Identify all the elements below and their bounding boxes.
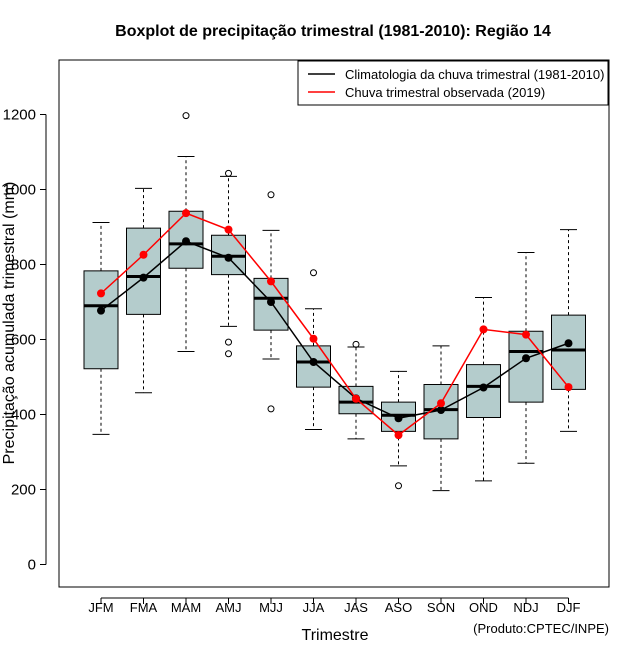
- y-tick-label: 600: [11, 332, 36, 349]
- series-point-0-JFM: [97, 306, 105, 315]
- legend: Climatologia da chuva trimestral (1981-2…: [297, 60, 609, 106]
- series-lines: [97, 209, 573, 440]
- x-tick-label: NDJ: [513, 600, 538, 615]
- series-point-0-ASO: [394, 414, 403, 423]
- series-point-0-JJA: [309, 358, 318, 366]
- x-tick-label: OND: [469, 600, 498, 615]
- series-point-0-OND: [479, 383, 488, 392]
- box-DJF: [551, 229, 586, 432]
- y-tick-label: 0: [28, 557, 36, 574]
- legend-label-observada: Chuva trimestral observada (2019): [345, 85, 545, 100]
- x-tick-label: ASO: [385, 600, 412, 615]
- outlier-point: [225, 350, 232, 358]
- x-tick-label: DJF: [557, 600, 581, 615]
- x-tick-label: JJA: [303, 600, 325, 615]
- y-tick-label: 400: [11, 407, 36, 424]
- series-point-0-DJF: [564, 339, 573, 348]
- outlier-point: [395, 482, 402, 490]
- x-tick-label: JAS: [344, 600, 368, 615]
- box-SON: [423, 345, 459, 492]
- x-tick-label: MAM: [171, 600, 201, 615]
- box-iqr: [83, 270, 119, 370]
- x-tick-label: MJJ: [259, 600, 283, 615]
- legend-box: [297, 60, 609, 106]
- series-point-1-SON: [437, 399, 445, 408]
- box-JJA: [296, 269, 331, 430]
- series-point-0-MJJ: [267, 298, 275, 306]
- outlier-point: [352, 340, 360, 348]
- series-point-1-JJA: [309, 334, 318, 343]
- box-iqr: [126, 227, 161, 315]
- y-axis: 0 200 400 600 800 1000 1200: [3, 107, 47, 574]
- box-iqr: [296, 345, 331, 388]
- y-axis-label: Precipitação acumulada trimestral (mm): [1, 182, 18, 465]
- series-point-1-ASO: [394, 431, 403, 440]
- y-tick-label: 1000: [3, 182, 36, 199]
- legend-label-climatologia: Climatologia da chuva trimestral (1981-2…: [345, 67, 604, 82]
- series-point-1-JFM: [97, 289, 105, 298]
- series-point-0-NDJ: [522, 354, 530, 363]
- outlier-point: [182, 112, 190, 120]
- box-JFM: [83, 222, 119, 435]
- series-point-1-DJF: [564, 383, 573, 392]
- box-AMJ: [211, 169, 246, 358]
- chart-title: Boxplot de precipitação trimestral (1981…: [115, 23, 551, 40]
- x-tick-label: FMA: [130, 600, 158, 615]
- outlier-point: [267, 405, 275, 413]
- series-line-1: [100, 212, 570, 437]
- series-line-0: [100, 240, 569, 420]
- series-point-1-MAM: [182, 209, 190, 218]
- box-ASO: [381, 370, 416, 490]
- outlier-point: [225, 169, 232, 177]
- outlier-point: [225, 338, 232, 346]
- box-MAM: [168, 112, 204, 352]
- box-JAS: [338, 340, 374, 440]
- x-tick-label: SON: [427, 600, 455, 615]
- series-point-1-MJJ: [267, 277, 275, 286]
- x-axis-label: Trimestre: [302, 627, 369, 644]
- outlier-point: [310, 269, 317, 277]
- x-tick-label: AMJ: [216, 600, 242, 615]
- y-tick-label: 1200: [3, 107, 36, 124]
- outlier-point: [267, 191, 275, 199]
- series-point-0-FMA: [139, 273, 148, 282]
- y-tick-label: 200: [11, 482, 36, 499]
- boxes: [83, 112, 586, 492]
- plot-frame: [58, 59, 610, 588]
- series-point-1-OND: [479, 325, 488, 334]
- series-point-1-JAS: [352, 394, 360, 403]
- box-iqr: [551, 314, 586, 390]
- series-point-1-NDJ: [522, 330, 530, 339]
- series-point-1-FMA: [139, 250, 148, 259]
- y-tick-label: 800: [11, 257, 36, 274]
- series-point-0-SON: [437, 406, 445, 414]
- series-point-1-AMJ: [224, 225, 233, 234]
- series-point-0-MAM: [182, 237, 190, 246]
- credit-label: (Produto:CPTEC/INPE): [473, 621, 609, 636]
- x-axis: JFM FMA MAM AMJ MJJ JJA JAS ASO SON OND NDJ DJF: [88, 597, 581, 615]
- box-FMA: [126, 187, 161, 394]
- x-tick-label: JFM: [88, 600, 113, 615]
- series-point-0-AMJ: [224, 253, 233, 262]
